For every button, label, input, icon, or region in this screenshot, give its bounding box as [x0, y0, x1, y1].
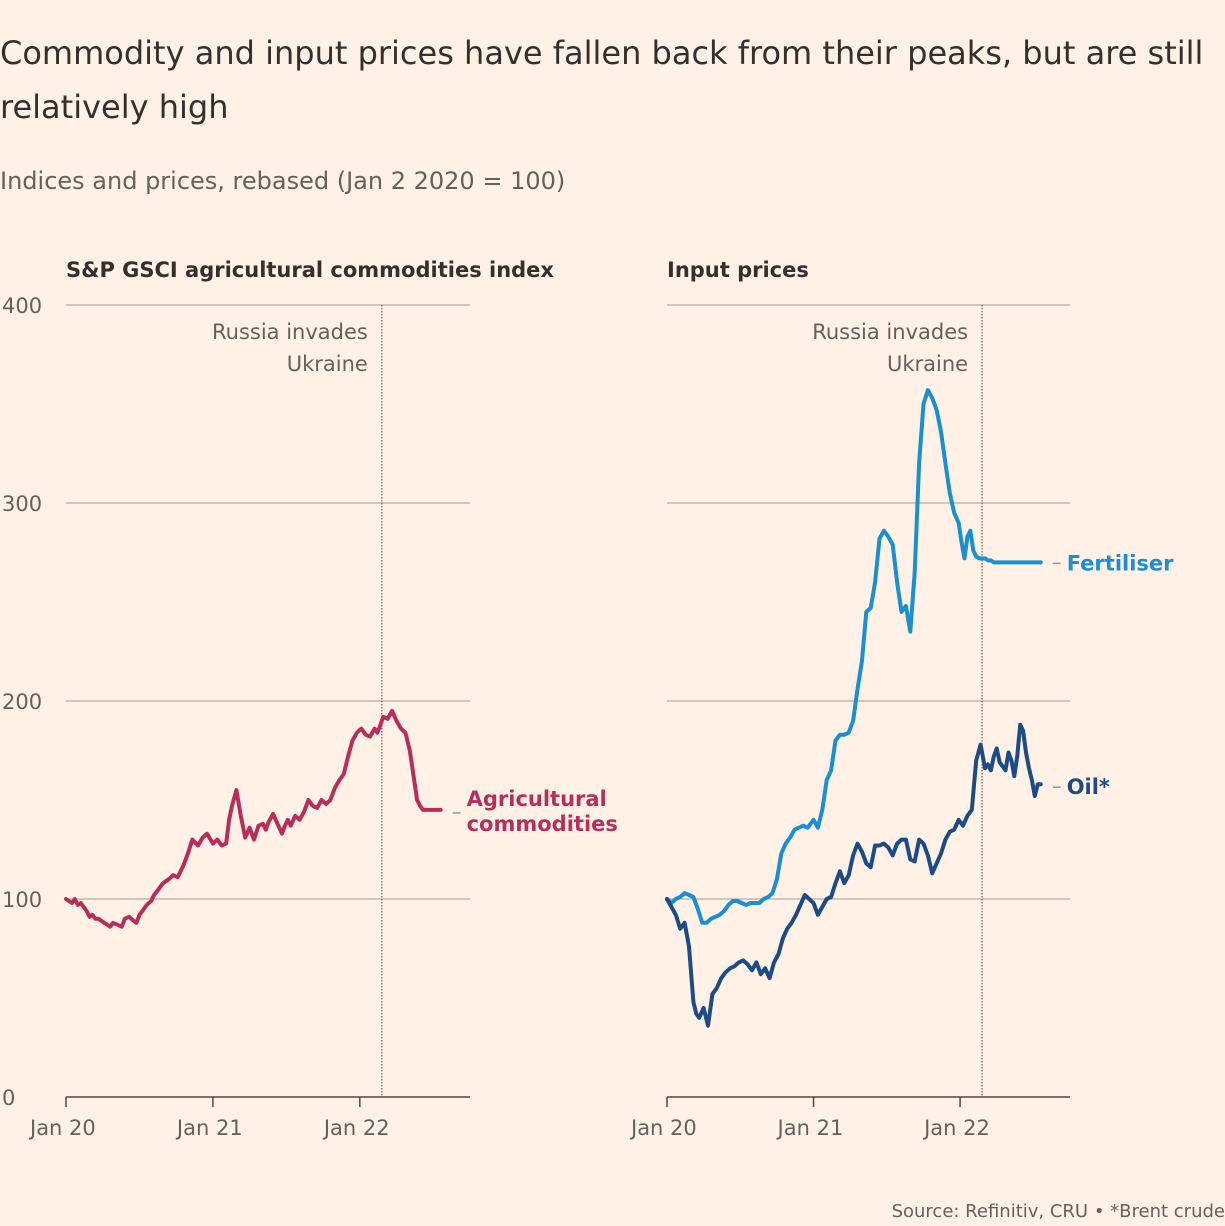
x-axis-agricultural: Jan 20 Jan 21 Jan 22 — [28, 1096, 470, 1140]
series-line-fertiliser — [665, 388, 1043, 925]
x-tick-label: Jan 20 — [28, 1116, 96, 1140]
series-label: Agricultural — [467, 787, 607, 811]
y-tick-label: 0 — [2, 1086, 15, 1110]
panel-title-agricultural: S&P GSCI agricultural commodities index — [66, 258, 554, 282]
series-label: Oil* — [1067, 775, 1110, 799]
invasion-annotation-input-prices: Russia invades Ukraine — [812, 305, 983, 1097]
annotation-text: Russia invades — [812, 320, 968, 344]
x-tick-label: Jan 20 — [629, 1116, 697, 1140]
series-line-agricultural-commodities — [64, 708, 443, 929]
x-tick-label: Jan 21 — [175, 1116, 243, 1140]
gridlines-input-prices — [667, 304, 1070, 900]
source-note: Source: Refinitiv, CRU • *Brent crude — [891, 1201, 1225, 1222]
chart-subtitle: Indices and prices, rebased (Jan 2 2020 … — [0, 167, 566, 195]
panel-input-prices: Input prices Russia invades Ukraine Ferti… — [629, 258, 1174, 1140]
x-tick-label: Jan 21 — [776, 1116, 844, 1140]
series-label: commodities — [467, 812, 618, 836]
y-tick-label: 400 — [2, 294, 42, 318]
invasion-annotation-agricultural: Russia invades Ukraine — [212, 305, 383, 1097]
y-axis-agricultural: 0 100 200 300 400 — [2, 294, 42, 1110]
x-tick-label: Jan 22 — [322, 1116, 390, 1140]
y-tick-label: 100 — [2, 888, 42, 912]
annotation-text: Ukraine — [887, 352, 968, 376]
annotation-text: Ukraine — [287, 352, 368, 376]
gridlines-agricultural — [66, 304, 470, 900]
y-tick-label: 300 — [2, 492, 42, 516]
chart-title: Commodity and input prices have fallen b… — [0, 34, 1204, 126]
y-tick-label: 200 — [2, 690, 42, 714]
panel-agricultural: S&P GSCI agricultural commodities index … — [2, 258, 618, 1140]
x-axis-input-prices: Jan 20 Jan 21 Jan 22 — [629, 1096, 1070, 1140]
series-input-prices: Fertiliser Oil* — [665, 388, 1174, 1028]
x-tick-label: Jan 22 — [922, 1116, 990, 1140]
series-label: Fertiliser — [1067, 551, 1174, 575]
annotation-text: Russia invades — [212, 320, 368, 344]
panel-title-input-prices: Input prices — [667, 258, 809, 282]
series-line-oil- — [665, 722, 1043, 1028]
